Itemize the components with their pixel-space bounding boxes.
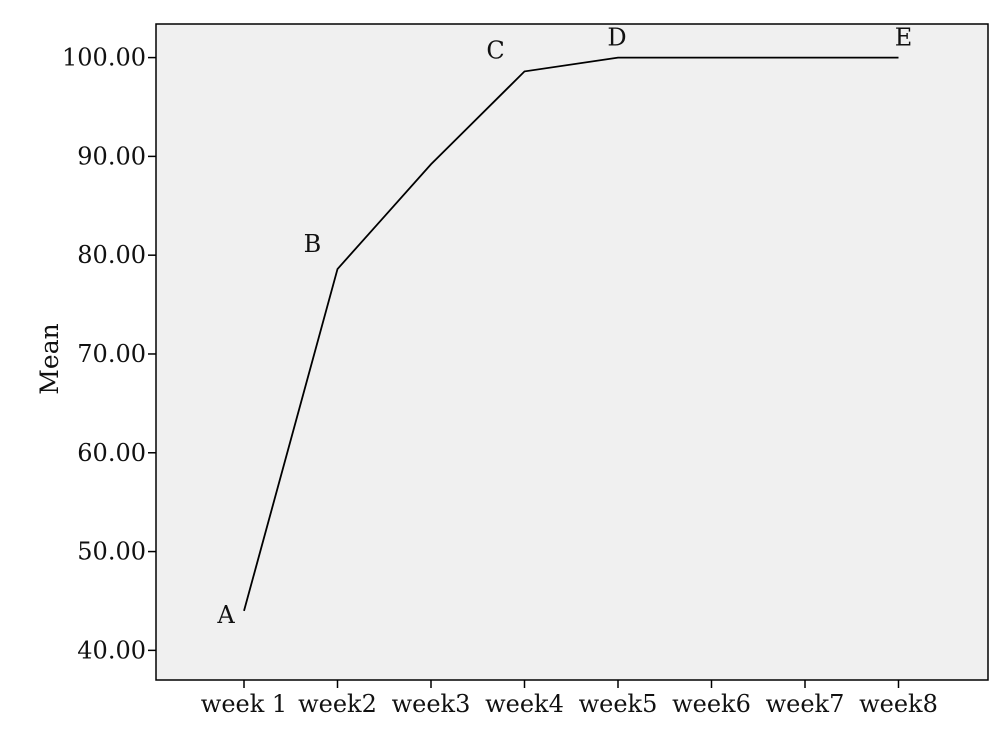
annotation-layer: A B C D E	[216, 24, 912, 629]
y-axis: 40.00 50.00 60.00 70.00 80.00 90.00 100.00	[62, 44, 156, 664]
x-tick-label: week2	[298, 690, 377, 718]
x-tick-label: week 1	[201, 690, 287, 718]
point-label: E	[895, 24, 913, 52]
x-axis: week 1 week2 week3 week4 week5 week6 week7 week…	[201, 680, 938, 718]
y-tick-label: 60.00	[77, 439, 146, 467]
x-tick-label: week5	[579, 690, 658, 718]
y-tick-label: 90.00	[77, 142, 146, 170]
x-tick-label: week8	[859, 690, 938, 718]
y-tick-label: 50.00	[77, 538, 146, 566]
x-tick-label: week6	[672, 690, 751, 718]
series-layer	[243, 56, 899, 612]
x-tick-label: week3	[392, 690, 471, 718]
x-tick-label: week4	[485, 690, 564, 718]
series-line	[243, 56, 899, 612]
point-label: B	[304, 230, 322, 258]
point-label: D	[607, 24, 626, 52]
plot-area	[155, 23, 989, 681]
y-tick-label: 40.00	[77, 636, 146, 664]
y-tick-label: 100.00	[62, 44, 146, 72]
y-tick-label: 80.00	[77, 241, 146, 269]
x-tick-label: week7	[766, 690, 845, 718]
point-label: A	[216, 601, 235, 629]
y-axis-title: Mean	[35, 323, 64, 394]
point-label: C	[486, 36, 504, 64]
y-tick-label: 70.00	[77, 340, 146, 368]
